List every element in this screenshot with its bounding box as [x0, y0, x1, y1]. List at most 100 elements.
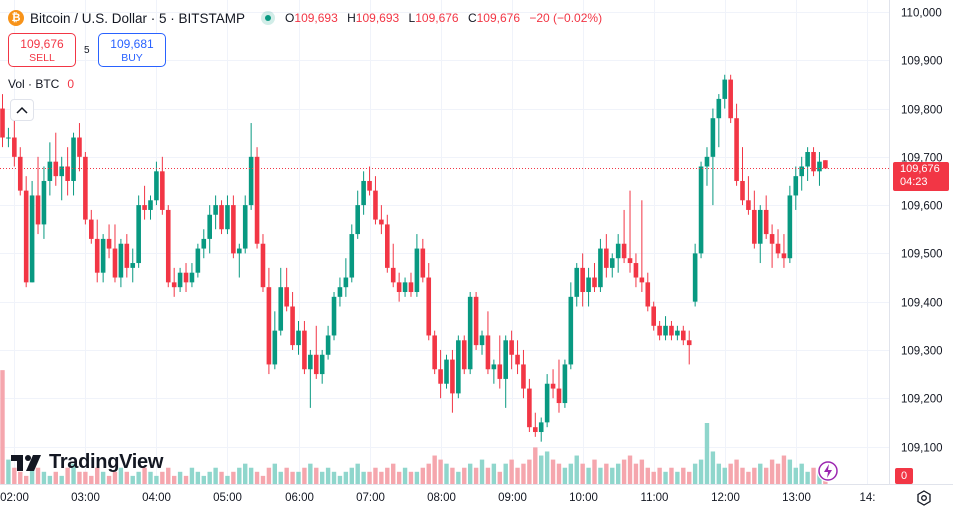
- candle-body: [746, 200, 751, 210]
- sell-button[interactable]: 109,676 SELL: [8, 33, 76, 67]
- candle: [444, 354, 449, 389]
- volume-bar: [544, 451, 550, 484]
- candle-body: [142, 205, 147, 210]
- candle-body: [473, 296, 479, 346]
- volume-bar: [473, 467, 479, 484]
- candle-body: [408, 282, 414, 293]
- buy-button[interactable]: 109,681 BUY: [98, 33, 166, 67]
- candle-body: [740, 180, 745, 201]
- candle: [485, 311, 491, 375]
- candle-body: [568, 296, 574, 365]
- candle: [35, 156, 41, 235]
- candle: [6, 127, 11, 148]
- candle-body: [503, 340, 508, 379]
- volume-bar: [485, 467, 491, 484]
- candle: [556, 359, 562, 413]
- candle: [47, 142, 53, 196]
- candle-body: [651, 306, 656, 326]
- time-tick-label: 12:00: [711, 492, 740, 504]
- volume-bar: [41, 471, 47, 484]
- candle-body: [130, 263, 136, 268]
- symbol-title[interactable]: Bitcoin / U.S. Dollar · 5 · BITSTAMP: [30, 10, 246, 26]
- candle-body: [645, 282, 651, 307]
- volume-bar: [12, 467, 17, 484]
- volume-bar: [550, 459, 556, 484]
- candle: [308, 349, 313, 408]
- candle: [319, 349, 325, 384]
- candle: [544, 374, 550, 428]
- volume-bar: [207, 471, 212, 484]
- candle-body: [598, 248, 603, 288]
- candle-body: [752, 209, 757, 244]
- volume-bar: [746, 471, 751, 484]
- volume-bar: [296, 471, 301, 484]
- gear-icon: [917, 490, 931, 506]
- candle: [390, 243, 396, 288]
- candle-body: [432, 335, 437, 370]
- time-tick-label: 11:00: [641, 492, 669, 504]
- volume-bar: [195, 471, 201, 484]
- tradingview-logo[interactable]: TradingView: [11, 451, 163, 474]
- volume-bar: [319, 471, 325, 484]
- volume-bar: [278, 471, 283, 484]
- volume-legend[interactable]: Vol · BTC 0: [8, 77, 74, 91]
- volume-bar: [130, 475, 135, 484]
- candle-body: [681, 330, 686, 341]
- candle-body: [787, 195, 793, 259]
- candle-body: [491, 364, 497, 370]
- price-tick-label: 109,600: [901, 201, 943, 213]
- candle: [302, 320, 307, 375]
- candle: [385, 214, 390, 273]
- volume-bar: [580, 463, 585, 484]
- candle-body: [29, 195, 35, 283]
- candle-body: [604, 248, 609, 268]
- candle-body: [71, 137, 76, 181]
- time-axis[interactable]: 02:00 03:00 04:00 05:00 06:00 07:00 08:00 09:00…: [0, 492, 875, 504]
- close-label: C: [467, 11, 477, 25]
- candle-body: [195, 248, 201, 273]
- volume-legend-label: Vol · BTC: [8, 77, 60, 91]
- candle: [823, 160, 828, 169]
- candle-body: [414, 248, 420, 293]
- candle-body: [444, 359, 449, 384]
- price-axis[interactable]: 110,000 109,900 109,800 109,700 109,600 109,5…: [901, 8, 943, 455]
- candle: [467, 292, 473, 375]
- candle-body: [769, 234, 775, 244]
- volume-bar: [272, 463, 278, 484]
- candle: [574, 263, 580, 307]
- candle-body: [633, 263, 639, 278]
- volume-bar: [503, 463, 508, 484]
- candle: [740, 147, 745, 206]
- candle-body: [367, 180, 372, 191]
- price-tick-label: 110,000: [901, 8, 942, 20]
- flash-button[interactable]: [817, 460, 839, 482]
- candle-body: [124, 243, 130, 268]
- candle-body: [361, 180, 366, 206]
- candle: [805, 147, 810, 181]
- market-status-icon[interactable]: [261, 11, 276, 25]
- candle: [461, 335, 467, 375]
- settings-button[interactable]: [914, 488, 934, 508]
- candle: [284, 267, 289, 312]
- spread-value: 5: [84, 45, 90, 56]
- candle-body: [385, 224, 390, 268]
- candle: [621, 209, 627, 264]
- volume-bar: [491, 463, 497, 484]
- collapse-legend-button[interactable]: [10, 99, 34, 121]
- candle-body: [390, 267, 396, 283]
- candle: [604, 234, 609, 278]
- candle-body: [254, 156, 260, 244]
- candle-body: [177, 272, 183, 288]
- candle-body: [290, 306, 295, 346]
- lightning-icon: [818, 461, 838, 481]
- volume-bar: [29, 463, 35, 484]
- candle: [615, 234, 621, 273]
- volume-bar: [302, 467, 307, 484]
- candle: [337, 277, 343, 307]
- volume-bar: [645, 467, 650, 484]
- candle: [503, 335, 508, 408]
- price-tick-label: 109,200: [901, 394, 943, 406]
- candle-body: [379, 219, 384, 225]
- volume-bar: [450, 467, 455, 484]
